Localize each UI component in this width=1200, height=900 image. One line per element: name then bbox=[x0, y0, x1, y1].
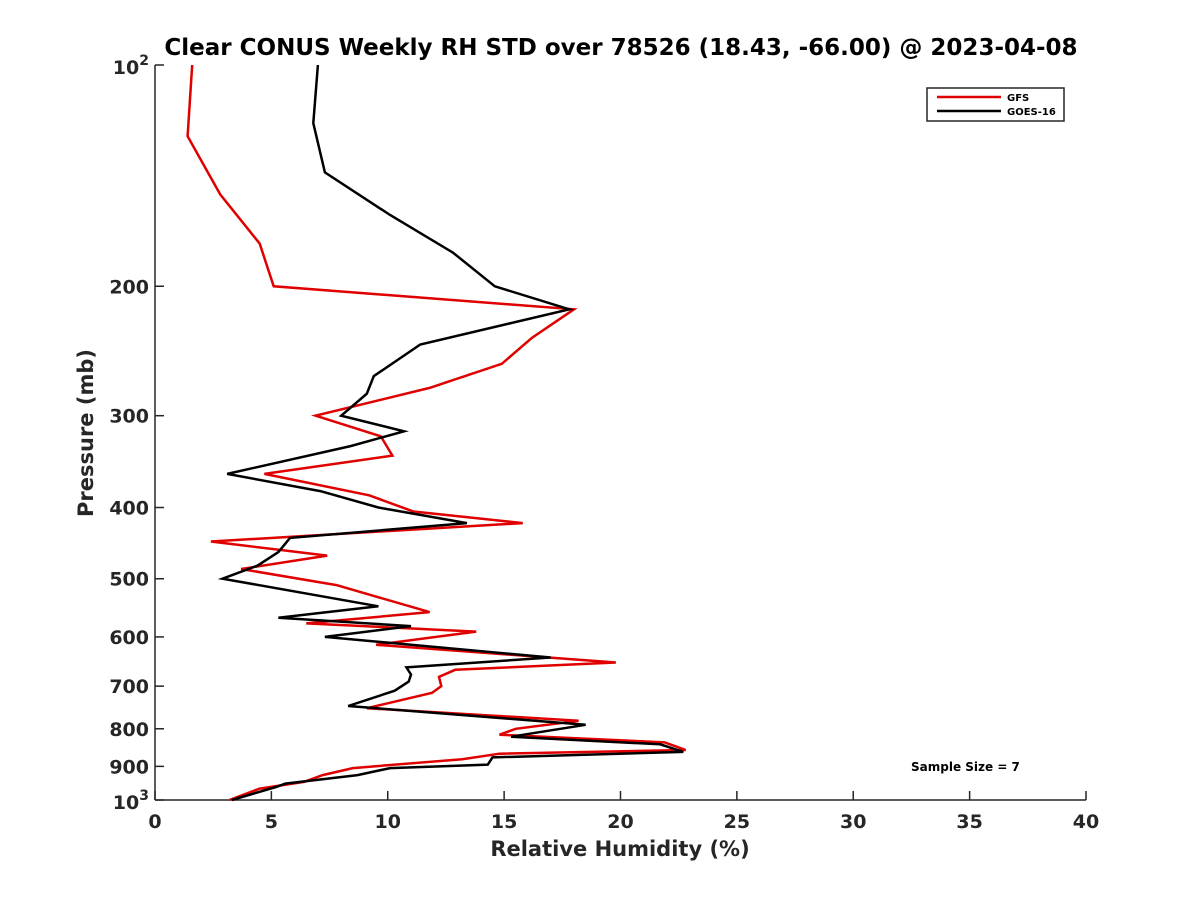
y-tick-label: 500 bbox=[109, 569, 149, 591]
y-tick-label: 800 bbox=[109, 719, 149, 741]
y-tick-label: 400 bbox=[109, 498, 149, 520]
y-tick-label: 103 bbox=[113, 788, 149, 814]
y-tick-label: 600 bbox=[109, 627, 149, 649]
sample-size-annotation: Sample Size = 7 bbox=[911, 760, 1020, 774]
y-tick-base: 10 bbox=[113, 792, 139, 814]
x-tick-label: 40 bbox=[1073, 811, 1099, 833]
chart-title: Clear CONUS Weekly RH STD over 78526 (18… bbox=[164, 35, 1077, 61]
series-lines bbox=[186, 64, 687, 802]
x-tick-label: 35 bbox=[956, 811, 982, 833]
x-tick-label: 20 bbox=[607, 811, 633, 833]
y-tick-exponent: 3 bbox=[139, 788, 149, 804]
x-tick-label: 10 bbox=[375, 811, 401, 833]
legend: GFS GOES-16 bbox=[926, 87, 1065, 122]
x-axis-title: Relative Humidity (%) bbox=[490, 837, 749, 861]
y-tick-exponent: 2 bbox=[139, 53, 149, 69]
x-ticks: 0 5 10 15 20 25 30 35 40 bbox=[148, 791, 1099, 833]
x-tick-label: 5 bbox=[265, 811, 278, 833]
series-line-gfs bbox=[186, 64, 687, 802]
y-tick-label: 700 bbox=[109, 676, 149, 698]
x-tick-label: 0 bbox=[148, 811, 161, 833]
series-line-goes16 bbox=[217, 64, 684, 802]
legend-label-gfs: GFS bbox=[1007, 93, 1029, 104]
y-tick-label: 300 bbox=[109, 406, 149, 428]
y-tick-base: 10 bbox=[113, 57, 139, 79]
x-tick-label: 25 bbox=[724, 811, 750, 833]
y-axis-title: Pressure (mb) bbox=[74, 349, 98, 517]
y-tick-label: 200 bbox=[109, 276, 149, 298]
x-tick-label: 15 bbox=[491, 811, 517, 833]
legend-box bbox=[926, 87, 1065, 122]
plot-axes bbox=[154, 65, 1086, 801]
y-tick-label: 900 bbox=[109, 756, 149, 778]
y-tick-label: 102 bbox=[113, 53, 149, 79]
legend-label-goes16: GOES-16 bbox=[1007, 107, 1056, 118]
x-tick-label: 30 bbox=[840, 811, 866, 833]
